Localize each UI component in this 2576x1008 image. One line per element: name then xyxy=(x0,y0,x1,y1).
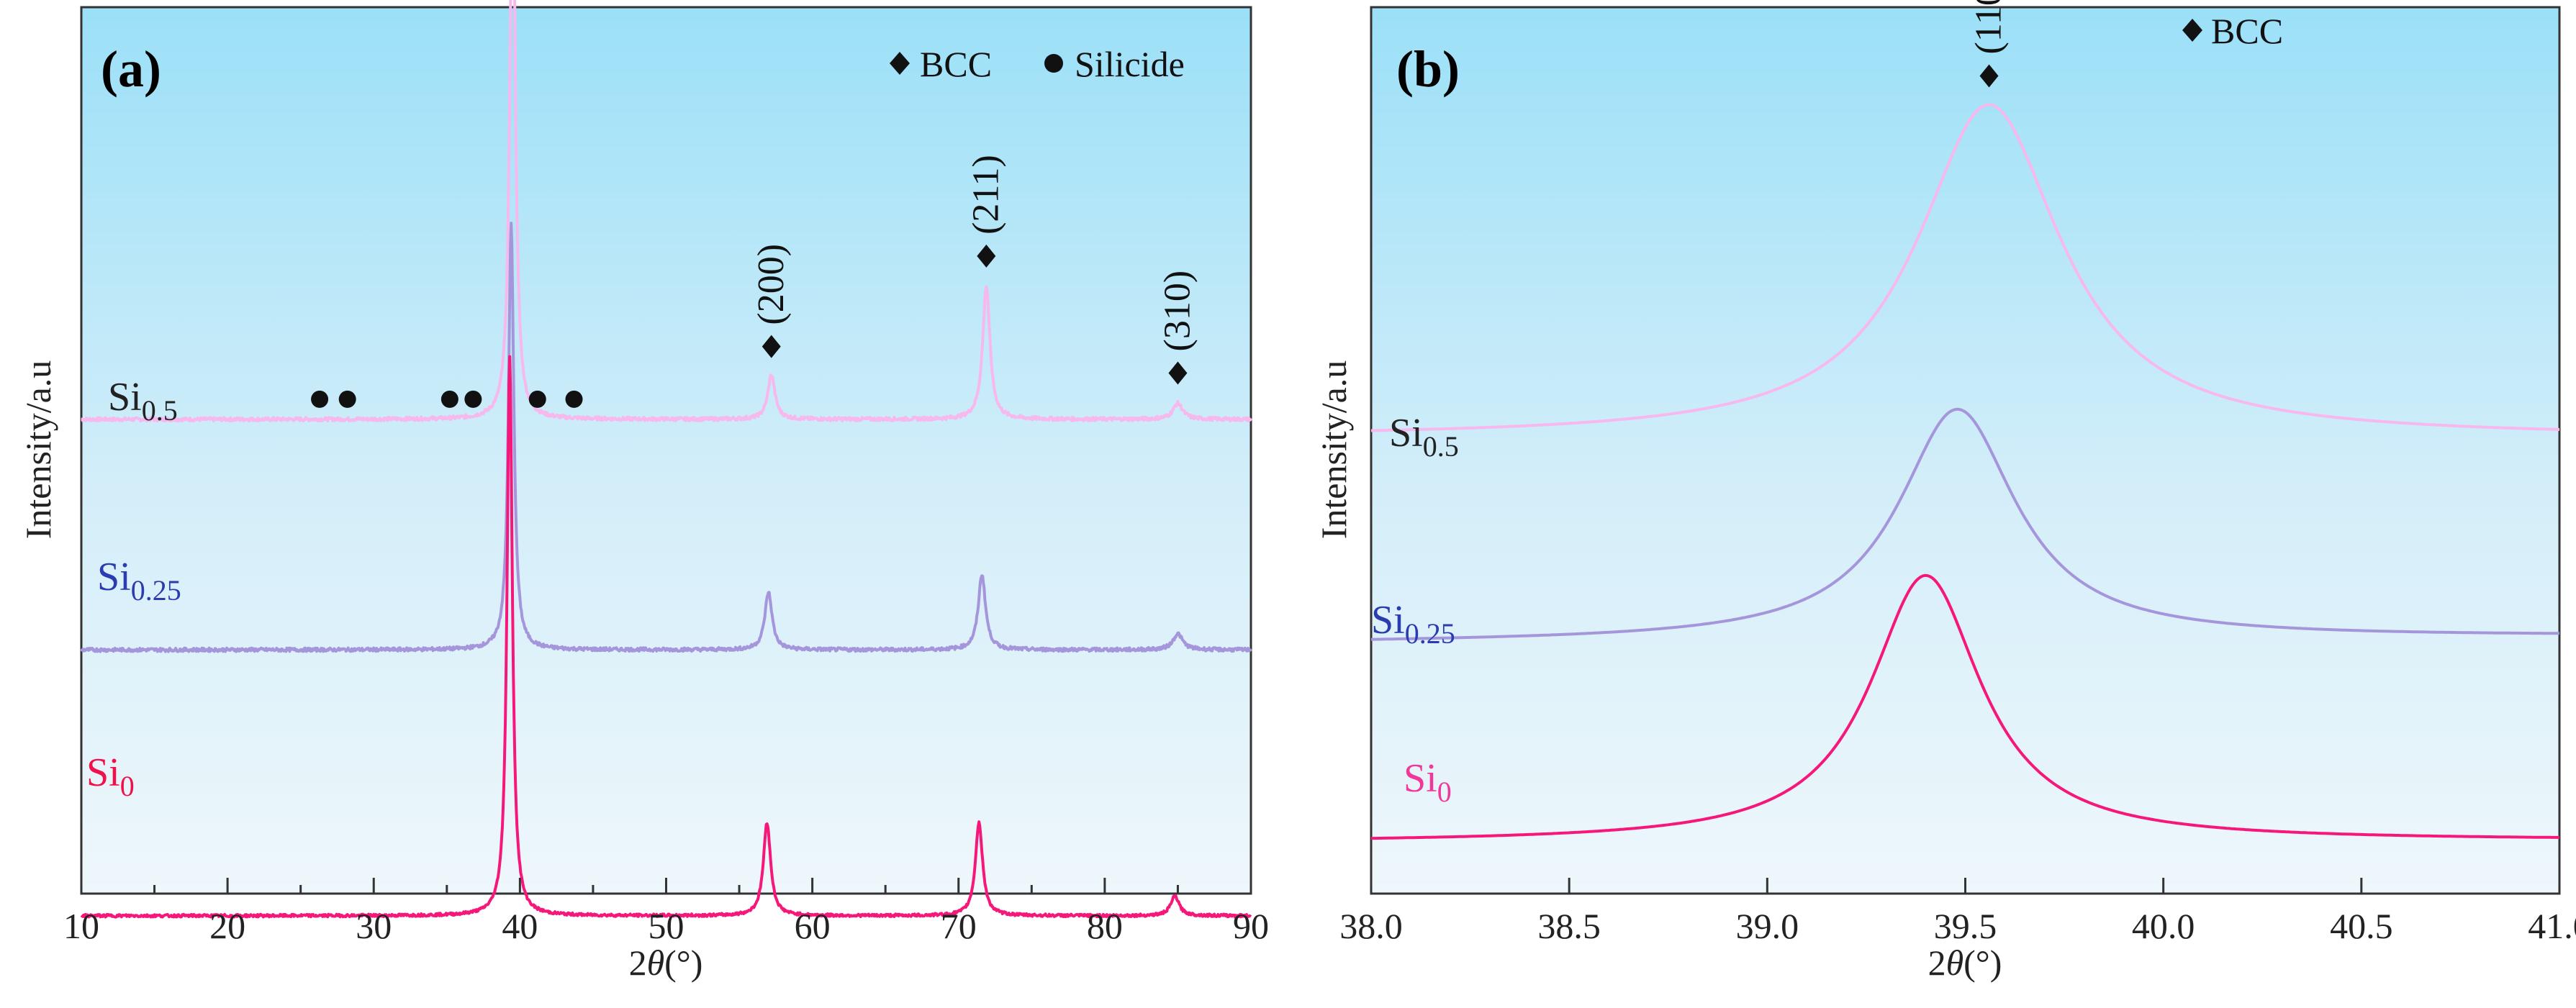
series-label-Si0: Si0 xyxy=(86,750,135,802)
peak-diamond-icon xyxy=(761,335,781,358)
panel-a-x-axis: 10 20 30 40 50 60 70 80 90 xyxy=(63,878,1269,946)
panel-b-x-axis: 38.0 38.5 39.0 39.5 40.0 40.5 41.0 xyxy=(1339,878,2576,946)
panel-b-annotations: (110) xyxy=(1969,0,2010,88)
peak-diamond-icon xyxy=(1168,361,1188,385)
series-label-sub: 0.5 xyxy=(1423,430,1459,463)
panel-a-y-axis-title: Intensity/a.u xyxy=(18,360,58,540)
silicide-circle-icon xyxy=(464,390,482,408)
x-tick-label: 20 xyxy=(209,906,245,946)
panel-a-letter: (a) xyxy=(101,40,161,98)
x-tick-label: 60 xyxy=(795,906,831,946)
x-tick-label: 70 xyxy=(941,906,977,946)
series-label-Si0.5: Si0.5 xyxy=(108,375,178,427)
series-line-Si0 xyxy=(80,355,1252,919)
panel-a-legend: BCC Silicide xyxy=(890,44,1185,84)
legend-bcc-label: BCC xyxy=(2211,11,2283,51)
panel-b-legend: BCC xyxy=(2182,11,2283,51)
x-tick-label: 41.0 xyxy=(2528,906,2576,946)
series-label-Si0.25: Si0.25 xyxy=(97,555,181,607)
series-label-Si0.25: Si0.25 xyxy=(1371,598,1455,650)
peak-label-310: (310) xyxy=(1157,271,1198,352)
series-label-Si0: Si0 xyxy=(1404,756,1452,808)
x-tick-label: 40.0 xyxy=(2132,906,2195,946)
series-line-Si0.5 xyxy=(1370,103,2560,432)
series-label-main: Si xyxy=(97,555,131,599)
silicide-circle-icon xyxy=(565,390,583,408)
x-tick-label: 90 xyxy=(1233,906,1269,946)
legend-bcc-diamond-icon xyxy=(2182,19,2202,42)
series-line-Si0 xyxy=(1370,573,2560,840)
peak-label-211: (211) xyxy=(965,155,1006,235)
series-label-sub: 0.5 xyxy=(142,394,178,427)
series-label-main: Si xyxy=(86,750,120,795)
x-tick-label: 30 xyxy=(356,906,392,946)
series-label-main: Si xyxy=(1389,411,1423,455)
peak-label-200: (200) xyxy=(751,244,792,325)
x-tick-label: 80 xyxy=(1087,906,1123,946)
series-line-Si0.25 xyxy=(1370,407,2559,641)
panel-b-y-axis-title: Intensity/a.u xyxy=(1314,360,1354,540)
x-tick-label: 38.0 xyxy=(1339,906,1403,946)
panel-a-x-axis-title: 2θ(°) xyxy=(629,943,703,983)
peak-diamond-icon xyxy=(1979,64,1999,88)
panel-b-x-axis-title: 2θ(°) xyxy=(1928,943,2002,983)
legend-bcc-label: BCC xyxy=(920,44,992,84)
peak-label-110: (110) xyxy=(1969,0,2010,55)
legend-silicide-label: Silicide xyxy=(1075,44,1185,84)
x-tick-label: 38.5 xyxy=(1537,906,1601,946)
series-label-main: Si xyxy=(108,375,142,419)
series-label-main: Si xyxy=(1404,756,1437,801)
legend-bcc-diamond-icon xyxy=(890,52,910,75)
silicide-circle-icon xyxy=(311,390,329,408)
series-label-sub: 0.25 xyxy=(131,574,181,607)
series-label-sub: 0 xyxy=(120,770,135,802)
x-tick-label: 10 xyxy=(63,906,99,946)
x-tick-label: 40.5 xyxy=(2330,906,2393,946)
panel-a-plot-area xyxy=(80,6,1252,895)
series-line-Si0.5 xyxy=(81,0,1252,423)
x-tick-label: 39.0 xyxy=(1736,906,1799,946)
x-tick-label: 39.5 xyxy=(1934,906,1997,946)
silicide-circle-icon xyxy=(338,390,356,408)
silicide-circle-icon xyxy=(440,390,458,408)
panel-b-plot-area xyxy=(1370,6,2561,895)
silicide-circle-icon xyxy=(528,390,546,408)
series-line-Si0.25 xyxy=(80,222,1252,653)
series-label-sub: 0.25 xyxy=(1405,617,1455,650)
panel-b-letter: (b) xyxy=(1396,40,1460,98)
peak-diamond-icon xyxy=(977,244,996,268)
legend-silicide-circle-icon xyxy=(1044,54,1063,73)
series-label-sub: 0 xyxy=(1437,776,1452,808)
x-tick-label: 50 xyxy=(648,906,684,946)
series-label-Si0.5: Si0.5 xyxy=(1389,411,1459,463)
x-tick-label: 40 xyxy=(502,906,538,946)
panel-a-annotations: (110)(200)(211)(310) xyxy=(311,155,1198,408)
series-label-main: Si xyxy=(1371,598,1405,643)
